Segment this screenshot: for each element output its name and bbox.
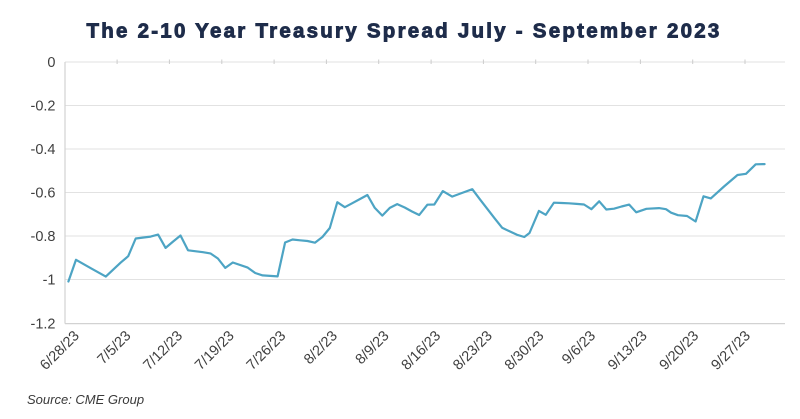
- svg-text:-0.6: -0.6: [31, 186, 56, 202]
- svg-text:-1: -1: [43, 273, 56, 289]
- svg-text:0: 0: [47, 55, 55, 71]
- svg-text:-1.2: -1.2: [31, 317, 56, 333]
- svg-text:-0.8: -0.8: [31, 229, 56, 245]
- svg-text:The 2-10 Year Treasury Spread: The 2-10 Year Treasury Spread July - Sep…: [86, 20, 721, 43]
- svg-text:Source: CME Group: Source: CME Group: [27, 392, 144, 407]
- svg-text:-0.2: -0.2: [31, 99, 56, 115]
- svg-text:-0.4: -0.4: [31, 142, 56, 158]
